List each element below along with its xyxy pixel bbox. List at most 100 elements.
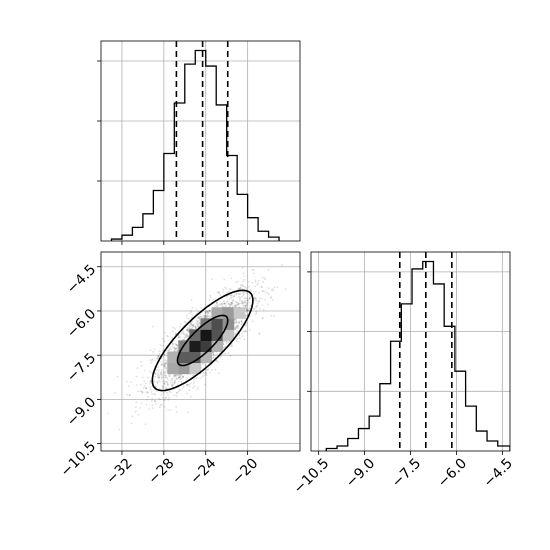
scatter-point — [189, 322, 192, 325]
scatter-point — [216, 302, 218, 305]
scatter-point — [232, 299, 235, 301]
scatter-point — [229, 297, 232, 300]
scatter-point — [192, 386, 194, 389]
scatter-point — [144, 423, 147, 425]
scatter-point — [185, 383, 188, 386]
scatter-point — [187, 383, 190, 386]
scatter-point — [190, 323, 193, 325]
scatter-point — [184, 334, 187, 337]
scatter-point — [194, 326, 197, 329]
scatter-point — [242, 335, 244, 337]
scatter-point — [238, 321, 241, 324]
scatter-point — [242, 272, 245, 275]
scatter-point — [221, 302, 224, 305]
scatter-point — [157, 372, 160, 375]
scatter-point — [155, 390, 158, 392]
scatter-point — [245, 308, 248, 311]
scatter-point — [212, 351, 215, 354]
scatter-point — [235, 340, 238, 343]
scatter-point — [242, 301, 245, 304]
scatter-point — [165, 374, 168, 377]
scatter-point — [209, 296, 212, 299]
scatter-point — [256, 284, 259, 286]
scatter-point — [254, 279, 257, 282]
scatter-point — [249, 305, 251, 307]
joint-content — [107, 264, 287, 431]
scatter-point — [217, 361, 219, 363]
scatter-point — [216, 301, 218, 303]
scatter-point — [206, 312, 209, 315]
scatter-point — [166, 381, 169, 383]
scatter-point — [234, 321, 237, 324]
scatter-point — [116, 375, 119, 378]
scatter-point — [156, 382, 159, 385]
scatter-point — [248, 307, 251, 310]
scatter-point — [235, 321, 237, 323]
scatter-point — [253, 297, 256, 300]
scatter-point — [157, 355, 160, 358]
density-cell — [178, 362, 190, 375]
scatter-point — [231, 301, 234, 304]
scatter-point — [245, 307, 248, 310]
scatter-point — [157, 355, 159, 358]
scatter-point — [191, 374, 194, 377]
scatter-point — [161, 374, 164, 376]
scatter-point — [178, 335, 181, 338]
scatter-point — [228, 288, 231, 291]
scatter-point — [186, 335, 189, 338]
scatter-point — [183, 333, 186, 336]
scatter-point — [231, 303, 234, 306]
scatter-point — [183, 336, 186, 339]
density-cell — [178, 351, 190, 364]
scatter-point — [242, 291, 245, 294]
scatter-point — [249, 288, 252, 291]
scatter-point — [212, 353, 215, 355]
scatter-point — [252, 269, 254, 271]
scatter-point — [204, 311, 207, 314]
scatter-point — [221, 303, 224, 306]
scatter-point — [236, 325, 238, 328]
scatter-point — [253, 297, 256, 300]
density-cell — [211, 340, 224, 352]
scatter-point — [192, 325, 194, 328]
scatter-point — [130, 422, 133, 425]
scatter-point — [177, 390, 180, 393]
scatter-point — [234, 333, 237, 335]
scatter-point — [137, 413, 140, 416]
scatter-point — [160, 377, 163, 380]
scatter-point — [209, 316, 212, 318]
scatter-point — [258, 300, 260, 303]
scatter-point — [131, 415, 134, 418]
scatter-point — [151, 407, 154, 409]
scatter-point — [191, 314, 194, 317]
contour-2sigma — [151, 289, 254, 392]
scatter-point — [248, 309, 251, 312]
scatter-point — [206, 314, 209, 316]
scatter-point — [177, 336, 180, 339]
scatter-point — [174, 348, 176, 351]
scatter-point — [210, 315, 213, 318]
scatter-point — [228, 340, 231, 343]
scatter-point — [238, 334, 241, 337]
scatter-point — [228, 298, 231, 301]
scatter-point — [178, 389, 181, 392]
histogram-outline — [110, 49, 280, 241]
scatter-point — [140, 384, 142, 386]
scatter-point — [201, 375, 204, 378]
scatter-point — [243, 297, 246, 300]
scatter-point — [222, 290, 225, 293]
scatter-point — [208, 309, 211, 312]
scatter-point — [162, 348, 165, 351]
scatter-point — [236, 303, 239, 306]
scatter-point — [171, 384, 174, 386]
scatter-point — [223, 302, 226, 304]
scatter-point — [161, 384, 164, 387]
scatter-point — [205, 372, 208, 375]
scatter-point — [156, 376, 159, 378]
scatter-point — [242, 304, 245, 307]
scatter-point — [245, 301, 248, 304]
scatter-point — [154, 373, 157, 375]
scatter-point — [168, 373, 170, 376]
scatter-point — [188, 389, 191, 392]
scatter-point — [249, 297, 251, 299]
